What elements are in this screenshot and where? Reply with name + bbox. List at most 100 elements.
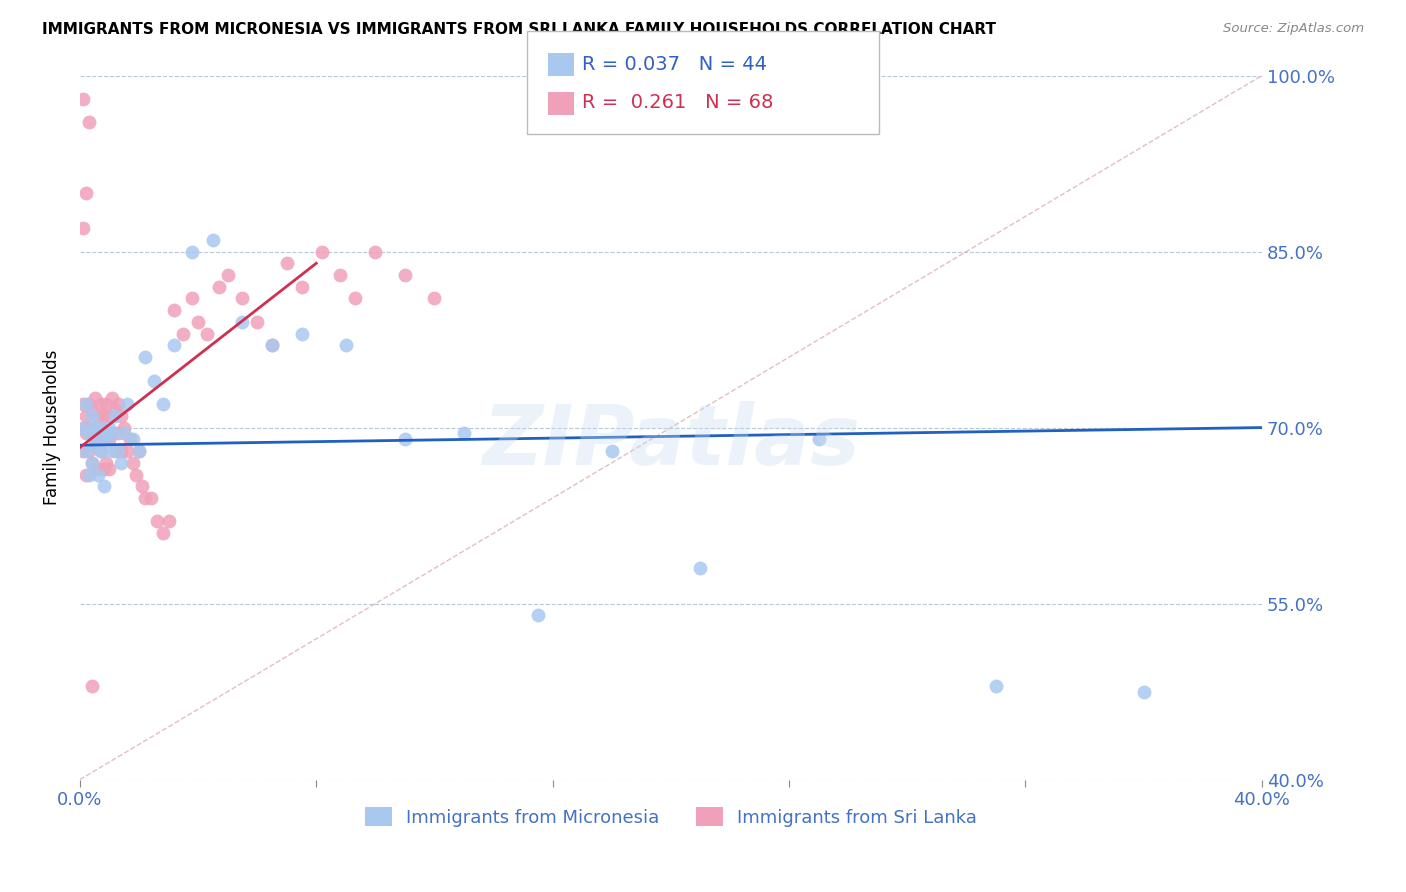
Text: Source: ZipAtlas.com: Source: ZipAtlas.com bbox=[1223, 22, 1364, 36]
Point bbox=[104, 403, 127, 417]
Point bbox=[93, 479, 115, 493]
Point bbox=[98, 432, 121, 446]
Point bbox=[112, 420, 135, 434]
Point bbox=[77, 426, 100, 441]
Point bbox=[98, 444, 121, 458]
Point bbox=[98, 420, 121, 434]
Point bbox=[80, 409, 103, 423]
Point bbox=[80, 426, 103, 441]
Point bbox=[93, 432, 115, 446]
Point bbox=[77, 115, 100, 129]
Point bbox=[86, 432, 108, 446]
Text: ZIPatlas: ZIPatlas bbox=[482, 401, 860, 483]
Point bbox=[290, 279, 312, 293]
Point bbox=[90, 444, 112, 458]
Point bbox=[163, 338, 186, 352]
Point bbox=[172, 326, 194, 341]
Point bbox=[96, 456, 118, 470]
Point bbox=[75, 444, 97, 458]
Point bbox=[231, 292, 253, 306]
Point bbox=[90, 420, 112, 434]
Point bbox=[75, 409, 97, 423]
Point bbox=[80, 679, 103, 693]
Point bbox=[152, 526, 174, 541]
Point bbox=[260, 338, 283, 352]
Point bbox=[83, 391, 105, 405]
Point bbox=[77, 467, 100, 482]
Point bbox=[75, 186, 97, 200]
Point bbox=[201, 233, 224, 247]
Point bbox=[984, 679, 1007, 693]
Text: R = 0.037   N = 44: R = 0.037 N = 44 bbox=[582, 54, 768, 74]
Point bbox=[115, 397, 138, 411]
Point bbox=[104, 444, 127, 458]
Point bbox=[72, 420, 94, 434]
Point bbox=[90, 444, 112, 458]
Point bbox=[181, 244, 204, 259]
Point bbox=[423, 292, 446, 306]
Point bbox=[104, 409, 127, 423]
Point bbox=[453, 426, 475, 441]
Point bbox=[290, 326, 312, 341]
Point bbox=[77, 420, 100, 434]
Point bbox=[527, 608, 550, 623]
Point bbox=[90, 397, 112, 411]
Point bbox=[208, 279, 231, 293]
Point bbox=[134, 350, 156, 364]
Point bbox=[72, 397, 94, 411]
Point bbox=[139, 491, 162, 505]
Point bbox=[276, 256, 298, 270]
Point bbox=[93, 426, 115, 441]
Point bbox=[110, 444, 132, 458]
Point bbox=[101, 391, 124, 405]
Point bbox=[83, 420, 105, 434]
Point bbox=[96, 426, 118, 441]
Point bbox=[120, 432, 142, 446]
Point bbox=[98, 461, 121, 475]
Point bbox=[72, 92, 94, 106]
Legend: Immigrants from Micronesia, Immigrants from Sri Lanka: Immigrants from Micronesia, Immigrants f… bbox=[357, 800, 984, 834]
Point bbox=[125, 467, 148, 482]
Point bbox=[72, 221, 94, 235]
Point bbox=[394, 432, 416, 446]
Point bbox=[329, 268, 352, 282]
Point bbox=[157, 515, 180, 529]
Point bbox=[335, 338, 357, 352]
Point bbox=[86, 409, 108, 423]
Point bbox=[83, 438, 105, 452]
Point bbox=[86, 426, 108, 441]
Point bbox=[86, 467, 108, 482]
Point bbox=[101, 426, 124, 441]
Point bbox=[75, 397, 97, 411]
Point bbox=[77, 444, 100, 458]
Point bbox=[80, 456, 103, 470]
Point bbox=[807, 432, 830, 446]
Point bbox=[128, 444, 150, 458]
Point bbox=[101, 426, 124, 441]
Point bbox=[110, 456, 132, 470]
Point bbox=[181, 292, 204, 306]
Point bbox=[163, 303, 186, 318]
Point bbox=[122, 432, 145, 446]
Point bbox=[600, 444, 623, 458]
Point bbox=[93, 461, 115, 475]
Point bbox=[107, 397, 129, 411]
Point bbox=[72, 420, 94, 434]
Point bbox=[110, 409, 132, 423]
Point bbox=[122, 456, 145, 470]
Point bbox=[93, 409, 115, 423]
Point bbox=[86, 461, 108, 475]
Point bbox=[75, 467, 97, 482]
Point bbox=[187, 315, 209, 329]
Point bbox=[98, 409, 121, 423]
Point bbox=[115, 444, 138, 458]
Point bbox=[1132, 684, 1154, 698]
Point bbox=[96, 432, 118, 446]
Point bbox=[689, 561, 711, 575]
Y-axis label: Family Households: Family Households bbox=[44, 350, 60, 505]
Point bbox=[83, 438, 105, 452]
Point bbox=[80, 456, 103, 470]
Point bbox=[134, 491, 156, 505]
Point bbox=[343, 292, 366, 306]
Point bbox=[231, 315, 253, 329]
